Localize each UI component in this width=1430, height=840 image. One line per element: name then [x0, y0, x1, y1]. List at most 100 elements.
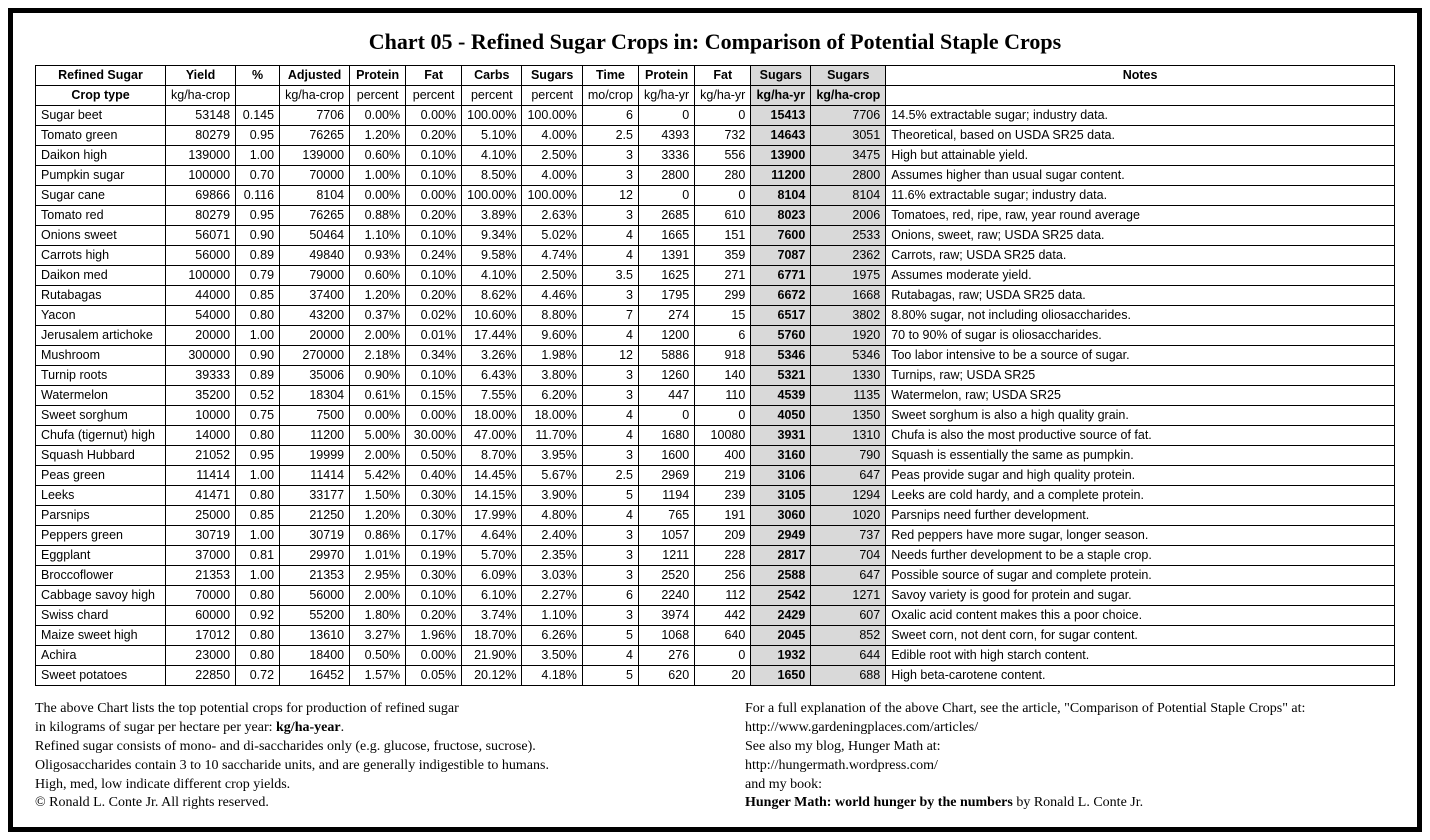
table-cell: 1.80%	[350, 606, 406, 626]
footer-left: The above Chart lists the top potential …	[35, 700, 685, 813]
table-cell: Rutabagas, raw; USDA SR25 data.	[886, 286, 1395, 306]
table-cell: 1932	[751, 646, 811, 666]
table-cell: 556	[695, 146, 751, 166]
table-cell: 7500	[280, 406, 350, 426]
table-cell: 53148	[166, 106, 236, 126]
table-cell: 2.27%	[522, 586, 582, 606]
table-cell: 4	[582, 506, 638, 526]
table-cell: 0.75	[236, 406, 280, 426]
column-header: mo/crop	[582, 86, 638, 106]
table-cell: 0.10%	[406, 366, 462, 386]
table-cell: 0.01%	[406, 326, 462, 346]
table-cell: 0.20%	[406, 286, 462, 306]
table-cell: 18.00%	[522, 406, 582, 426]
table-cell: 56000	[166, 246, 236, 266]
table-cell: Possible source of sugar and complete pr…	[886, 566, 1395, 586]
table-cell: 3	[582, 146, 638, 166]
table-cell: 0.20%	[406, 606, 462, 626]
table-cell: 6.09%	[462, 566, 522, 586]
table-cell: 191	[695, 506, 751, 526]
column-header: percent	[406, 86, 462, 106]
table-cell: 0.95	[236, 446, 280, 466]
table-cell: Onions, sweet, raw; USDA SR25 data.	[886, 226, 1395, 246]
table-cell: 5	[582, 486, 638, 506]
table-cell: 1.50%	[350, 486, 406, 506]
table-cell: 3	[582, 566, 638, 586]
table-cell: 2.00%	[350, 446, 406, 466]
table-cell: 6	[695, 326, 751, 346]
footer: The above Chart lists the top potential …	[35, 700, 1395, 813]
table-cell: 0.90%	[350, 366, 406, 386]
table-cell: 4.10%	[462, 266, 522, 286]
table-row: Jerusalem artichoke200001.00200002.00%0.…	[36, 326, 1395, 346]
table-cell: 0.37%	[350, 306, 406, 326]
table-cell: 3.27%	[350, 626, 406, 646]
table-cell: 852	[811, 626, 886, 646]
table-cell: 30.00%	[406, 426, 462, 446]
table-cell: 0.00%	[406, 106, 462, 126]
table-cell: Eggplant	[36, 546, 166, 566]
footer-line: Hunger Math: world hunger by the numbers…	[745, 794, 1395, 813]
table-cell: 0.10%	[406, 266, 462, 286]
table-cell: 0.72	[236, 666, 280, 686]
table-cell: 5760	[751, 326, 811, 346]
table-cell: 80279	[166, 126, 236, 146]
table-cell: 7706	[811, 106, 886, 126]
table-cell: 47.00%	[462, 426, 522, 446]
table-cell: 5.02%	[522, 226, 582, 246]
table-cell: 13610	[280, 626, 350, 646]
table-cell: 3.26%	[462, 346, 522, 366]
table-cell: Yacon	[36, 306, 166, 326]
table-cell: 1068	[639, 626, 695, 646]
table-cell: 2533	[811, 226, 886, 246]
table-cell: 1625	[639, 266, 695, 286]
table-row: Onions sweet560710.90504641.10%0.10%9.34…	[36, 226, 1395, 246]
table-row: Parsnips250000.85212501.20%0.30%17.99%4.…	[36, 506, 1395, 526]
table-cell: 1.01%	[350, 546, 406, 566]
table-cell: 3.89%	[462, 206, 522, 226]
table-cell: 0.80	[236, 646, 280, 666]
table-cell: 20	[695, 666, 751, 686]
table-cell: 6771	[751, 266, 811, 286]
column-header: Adjusted	[280, 66, 350, 86]
table-cell: 299	[695, 286, 751, 306]
table-cell: 0.10%	[406, 226, 462, 246]
table-cell: 0.80	[236, 586, 280, 606]
table-cell: 0.40%	[406, 466, 462, 486]
footer-line: Oligosaccharides contain 3 to 10 sacchar…	[35, 757, 685, 776]
table-cell: 1294	[811, 486, 886, 506]
footer-line: in kilograms of sugar per hectare per ye…	[35, 719, 685, 738]
column-header: Sugars	[522, 66, 582, 86]
table-cell: Jerusalem artichoke	[36, 326, 166, 346]
table-row: Peppers green307191.00307190.86%0.17%4.6…	[36, 526, 1395, 546]
table-cell: 2006	[811, 206, 886, 226]
table-cell: 1795	[639, 286, 695, 306]
table-cell: 6.10%	[462, 586, 522, 606]
table-cell: 2.50%	[522, 146, 582, 166]
table-cell: Daikon high	[36, 146, 166, 166]
table-cell: 0.145	[236, 106, 280, 126]
table-cell: Watermelon	[36, 386, 166, 406]
table-cell: 112	[695, 586, 751, 606]
table-cell: 228	[695, 546, 751, 566]
table-cell: 35200	[166, 386, 236, 406]
table-cell: 0.30%	[406, 486, 462, 506]
table-cell: 3.5	[582, 266, 638, 286]
table-cell: 1.57%	[350, 666, 406, 686]
table-cell: 37400	[280, 286, 350, 306]
table-cell: 19999	[280, 446, 350, 466]
column-header: kg/ha-crop	[280, 86, 350, 106]
table-cell: Sugar cane	[36, 186, 166, 206]
table-cell: 8104	[751, 186, 811, 206]
footer-line: http://www.gardeningplaces.com/articles/	[745, 719, 1395, 738]
table-cell: Squash is essentially the same as pumpki…	[886, 446, 1395, 466]
table-cell: 17012	[166, 626, 236, 646]
table-cell: 1.00	[236, 566, 280, 586]
table-cell: 3	[582, 446, 638, 466]
table-cell: 4	[582, 226, 638, 246]
table-cell: 4539	[751, 386, 811, 406]
table-cell: 14.5% extractable sugar; industry data.	[886, 106, 1395, 126]
table-cell: 56000	[280, 586, 350, 606]
table-cell: 270000	[280, 346, 350, 366]
table-cell: 4050	[751, 406, 811, 426]
